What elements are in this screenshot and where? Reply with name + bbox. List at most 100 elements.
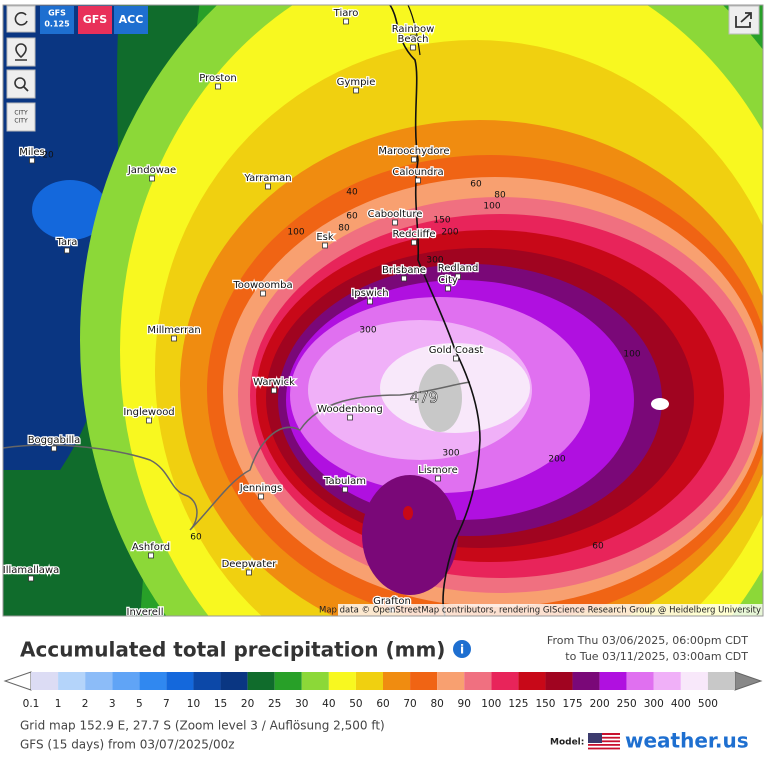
brand-logo[interactable]: weather.us: [625, 729, 749, 753]
legend-swatch: [31, 672, 59, 690]
legend-label: 125: [508, 698, 528, 710]
place-label: Beach: [398, 34, 429, 45]
place-dot: [146, 417, 152, 424]
place-label: Tiaro: [333, 8, 359, 19]
contour-label: 20: [42, 151, 54, 161]
legend-swatch: [626, 672, 654, 690]
place-label: Rainbow: [392, 24, 435, 35]
legend-swatch: [383, 672, 411, 690]
legend-label: 400: [671, 698, 691, 710]
place-label: Woodenbong: [317, 404, 383, 415]
location-icon: [15, 43, 27, 61]
place-label: Redcliffe: [392, 229, 435, 240]
place-label: Redland: [438, 263, 479, 274]
place-label: Jandowae: [127, 165, 176, 176]
contour-label: 60: [592, 542, 604, 552]
us-flag-canton: [588, 733, 602, 743]
place-dot: [143, 618, 148, 623]
title: Accumulated total precipitation (mm): [20, 638, 445, 662]
legend-label: 25: [268, 698, 281, 710]
contour-label: 300: [426, 256, 443, 266]
map-button[interactable]: [6, 37, 36, 67]
contour-label: 300: [359, 326, 376, 336]
place-label: Miles: [19, 147, 45, 158]
legend-swatch: [572, 672, 600, 690]
contour-label: 100: [623, 350, 640, 360]
contour-label: 150: [433, 216, 450, 226]
contour-label: 200: [441, 228, 458, 238]
legend-swatch: [545, 672, 573, 690]
legend-label: 175: [563, 698, 583, 710]
legend-swatch: [85, 672, 113, 690]
refresh-button[interactable]: [6, 5, 36, 33]
info-icon[interactable]: [453, 640, 471, 658]
legend-label: 200: [590, 698, 610, 710]
contour-label: 60: [470, 180, 482, 190]
legend-swatch: [491, 672, 519, 690]
place-label: Caloundra: [392, 167, 443, 178]
place-dot: [51, 445, 57, 452]
legend-swatch: [58, 672, 86, 690]
legend-label: 80: [430, 698, 443, 710]
legend-swatch: [599, 672, 627, 690]
refresh-icon: [14, 12, 28, 26]
model-badge-text: GFS: [48, 9, 66, 18]
place-dot: [392, 219, 398, 226]
toolbar-button[interactable]: [78, 6, 112, 34]
place-dot: [64, 247, 70, 254]
place-dot: [171, 335, 177, 342]
legend-label: 150: [535, 698, 555, 710]
coast: [389, 5, 481, 616]
period-from: From Thu 03/06/2025, 06:00pm CDT: [547, 634, 748, 647]
legend-swatch: [193, 672, 221, 690]
place-dot: [343, 18, 349, 25]
legend-swatch: [112, 672, 140, 690]
state-border: [3, 381, 471, 531]
place-label: Proston: [199, 73, 236, 84]
model-badge-text: 0.125: [44, 20, 70, 29]
legend-swatch: [220, 672, 248, 690]
place-dot: [29, 157, 35, 164]
us-flag-stripe: [588, 745, 620, 748]
legend-swatch: [464, 672, 492, 690]
info-line: Grid map 152.9 E, 27.7 S (Zoom level 3 /…: [20, 719, 385, 733]
place-label: Jennings: [239, 483, 282, 494]
place-dot: [148, 552, 154, 559]
toolbar-button[interactable]: [114, 6, 148, 34]
place-dot: [455, 273, 461, 280]
shade: [362, 475, 458, 595]
legend-swatch: [707, 672, 735, 690]
contour-label: 200: [548, 455, 565, 465]
place-dot: [453, 355, 459, 362]
place-label: Lismore: [418, 465, 457, 476]
place-label: Ipswich: [351, 288, 388, 299]
contour-label: 80: [494, 191, 506, 201]
map-button[interactable]: [6, 69, 36, 99]
legend-label: 100: [481, 698, 501, 710]
legend-label: 2: [82, 698, 89, 710]
share-button[interactable]: [728, 5, 760, 35]
legend-label: 300: [644, 698, 664, 710]
info-icon-i: i: [460, 643, 464, 657]
place-label: Millmerran: [147, 325, 200, 336]
legend-swatch: [680, 672, 708, 690]
place-label: Illamallawa: [3, 565, 60, 576]
place-label: Gympie: [337, 77, 376, 88]
city-button[interactable]: [6, 102, 36, 132]
zoom-icon: [14, 77, 26, 89]
legend-arrow-left: [3, 671, 32, 691]
place-label: Yarraman: [243, 173, 291, 184]
zoom-icon: [23, 86, 29, 92]
legend-label: 3: [109, 698, 116, 710]
legend-label: 1: [55, 698, 62, 710]
city-text: CITY: [14, 118, 28, 125]
place-label: City: [438, 275, 458, 286]
contour-label: 60: [346, 212, 358, 222]
contour-label: 300: [442, 449, 459, 459]
place-dot: [246, 569, 252, 576]
legend-label: 250: [617, 698, 637, 710]
place-label: Warwick: [253, 377, 295, 388]
legend-swatch: [328, 672, 356, 690]
model-badge[interactable]: [40, 6, 74, 34]
us-flag-stripe: [588, 742, 620, 744]
